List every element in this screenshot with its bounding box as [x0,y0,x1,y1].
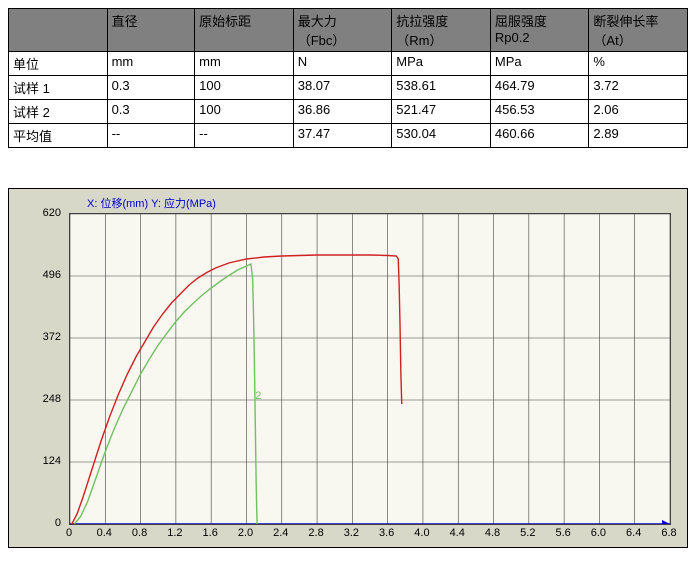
header-line2: （Fbc） [298,30,388,49]
x-tick-label: 5.6 [555,527,570,539]
table-row: 试样 10.310038.07538.61464.793.72 [9,76,688,100]
table-cell: 456.53 [490,100,589,124]
table-cell: 530.04 [392,124,491,148]
x-tick-label: 6.4 [626,527,641,539]
y-tick-label: 124 [21,455,61,467]
table-cell: mm [107,52,195,76]
tensile-data-table: 直径原始标距最大力（Fbc）抗拉强度（Rm）屈服强度Rp0.2断裂伸长率（At）… [8,8,688,148]
header-line1: 屈服强度 [495,11,585,30]
header-line2: Rp0.2 [495,30,585,45]
table-cell: 单位 [9,52,108,76]
series-sample-2 [74,264,257,524]
table-cell: 2.89 [589,124,688,148]
x-axis-arrow [662,520,670,524]
table-header-cell: 抗拉强度（Rm） [392,9,491,52]
table-cell: 2.06 [589,100,688,124]
y-tick-label: 496 [21,269,61,281]
table-cell: 3.72 [589,76,688,100]
header-line2: （Rm） [396,30,486,49]
table-header-cell: 屈服强度Rp0.2 [490,9,589,52]
x-tick-label: 4.0 [414,527,429,539]
header-line1: 原始标距 [199,11,289,30]
header-line1: 直径 [112,11,191,30]
y-tick-label: 248 [21,393,61,405]
table-body: 单位mmmmNMPaMPa%试样 10.310038.07538.61464.7… [9,52,688,148]
header-line1: 抗拉强度 [396,11,486,30]
table-cell: 521.47 [392,100,491,124]
plot-svg: 2 [70,214,670,524]
y-tick-label: 620 [21,207,61,219]
x-tick-label: 2.8 [308,527,323,539]
series-annotation: 2 [255,390,261,402]
x-tick-label: 4.4 [450,527,465,539]
table-cell: MPa [392,52,491,76]
header-line2: （At） [593,30,683,49]
header-line1: 最大力 [298,11,388,30]
table-cell: 平均值 [9,124,108,148]
x-tick-label: 4.8 [485,527,500,539]
table-cell: -- [195,124,294,148]
table-cell: N [293,52,392,76]
table-cell: 0.3 [107,76,195,100]
x-tick-label: 5.2 [520,527,535,539]
y-tick-label: 0 [21,517,61,529]
table-header-cell [9,9,108,52]
table-cell: 试样 1 [9,76,108,100]
table-row: 单位mmmmNMPaMPa% [9,52,688,76]
table-cell: mm [195,52,294,76]
chart-axis-legend: X: 位移(mm) Y: 应力(MPa) [87,195,216,211]
x-tick-label: 3.2 [344,527,359,539]
table-cell: 38.07 [293,76,392,100]
table-header-cell: 最大力（Fbc） [293,9,392,52]
table-cell: % [589,52,688,76]
table-cell: 100 [195,76,294,100]
table-cell: MPa [490,52,589,76]
x-tick-label: 2.4 [273,527,288,539]
x-tick-label: 1.6 [203,527,218,539]
x-tick-label: 0 [66,527,72,539]
table-header-cell: 直径 [107,9,195,52]
plot-area: 2 [69,213,671,525]
stress-strain-chart: X: 位移(mm) Y: 应力(MPa) 2 0124248372496620 … [8,188,688,548]
table-cell: 100 [195,100,294,124]
x-tick-label: 1.2 [167,527,182,539]
x-tick-label: 6.0 [591,527,606,539]
table-cell: 37.47 [293,124,392,148]
table-header-cell: 断裂伸长率（At） [589,9,688,52]
table-cell: 0.3 [107,100,195,124]
table-cell: 36.86 [293,100,392,124]
x-tick-label: 6.8 [661,527,676,539]
table-cell: -- [107,124,195,148]
table-header-cell: 原始标距 [195,9,294,52]
table-row: 试样 20.310036.86521.47456.532.06 [9,100,688,124]
x-tick-label: 0.8 [132,527,147,539]
x-tick-label: 0.4 [97,527,112,539]
table-cell: 试样 2 [9,100,108,124]
table-cell: 538.61 [392,76,491,100]
table-header: 直径原始标距最大力（Fbc）抗拉强度（Rm）屈服强度Rp0.2断裂伸长率（At） [9,9,688,52]
x-tick-label: 3.6 [379,527,394,539]
table-cell: 460.66 [490,124,589,148]
header-line1: 断裂伸长率 [593,11,683,30]
table-row: 平均值----37.47530.04460.662.89 [9,124,688,148]
table-cell: 464.79 [490,76,589,100]
x-tick-label: 2.0 [238,527,253,539]
y-tick-label: 372 [21,331,61,343]
